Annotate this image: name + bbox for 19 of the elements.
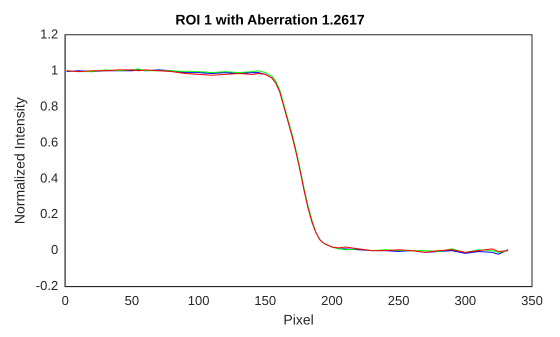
y-tick-label: -0.2	[36, 278, 58, 294]
y-tick-label: 1	[50, 62, 58, 78]
x-tick-label: 0	[62, 292, 69, 308]
x-tick-label: 200	[321, 292, 343, 308]
x-tick-label: 350	[521, 292, 543, 308]
x-tick-label: 100	[188, 292, 210, 308]
y-tick-label: 0.8	[40, 98, 58, 114]
y-axis-title: Normalized Intensity	[11, 97, 28, 224]
y-tick-label: 0.4	[40, 170, 58, 186]
x-tick-label: 250	[388, 292, 410, 308]
x-tick-label: 150	[254, 292, 276, 308]
chart-title: ROI 1 with Aberration 1.2617	[175, 11, 365, 28]
x-tick-label: 50	[124, 292, 140, 308]
y-tick-label: 0.6	[40, 134, 58, 150]
y-tick-label: 0	[50, 242, 58, 258]
x-tick-label: 300	[454, 292, 476, 308]
y-tick-label: 1.2	[40, 26, 58, 42]
y-tick-label: 0.2	[40, 206, 58, 222]
x-axis-title: Pixel	[283, 311, 314, 328]
